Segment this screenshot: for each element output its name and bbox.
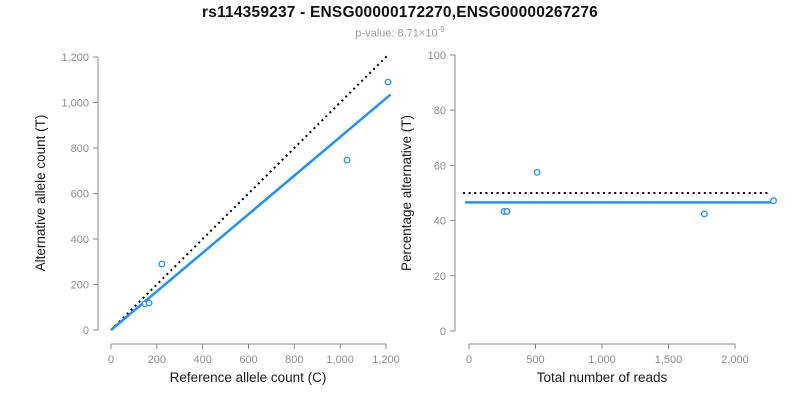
fit-line xyxy=(110,93,392,331)
x-tick-label: 1,000 xyxy=(588,354,616,366)
y-tick-label: 1,200 xyxy=(61,52,89,64)
y-tick-label: 100 xyxy=(428,50,446,62)
x-tick-label: 200 xyxy=(148,354,166,366)
y-tick-label: 1,000 xyxy=(61,98,89,110)
data-point xyxy=(343,156,351,164)
y-tick-label: 600 xyxy=(71,189,89,201)
x-axis-title: Total number of reads xyxy=(537,370,668,385)
identity-line xyxy=(110,53,390,331)
y-tick-label: 20 xyxy=(434,271,446,283)
y-tick-label: 80 xyxy=(434,105,446,117)
x-tick-label: 0 xyxy=(108,354,114,366)
chart-title: rs114359237 - ENSG00000172270,ENSG000002… xyxy=(202,4,598,21)
data-point xyxy=(770,197,778,205)
data-point xyxy=(533,168,541,176)
y-tick-label: 0 xyxy=(83,325,89,337)
x-tick-label: 1,000 xyxy=(326,354,354,366)
pvalue-exponent: -9 xyxy=(437,25,445,34)
y-axis-title: Alternative allele count (T) xyxy=(33,115,48,272)
x-tick-label: 400 xyxy=(193,354,211,366)
y-tick-label: 60 xyxy=(434,160,446,172)
x-tick-label: 500 xyxy=(526,354,544,366)
right-scatter-plot: 0 500 1,000 1,500 2,000 Total number of reads… xyxy=(400,50,778,385)
y-axis-title: Percentage alternative (T) xyxy=(400,115,414,271)
x-tick-label: 1,200 xyxy=(372,354,400,366)
data-point xyxy=(384,78,392,86)
pvalue-subtitle: p-value: 8.71×10-9 xyxy=(0,25,800,40)
x-tick-label: 1,500 xyxy=(655,354,683,366)
x-tick-label: 600 xyxy=(239,354,257,366)
data-point xyxy=(700,210,708,218)
y-tick-label: 200 xyxy=(71,280,89,292)
pvalue-text: p-value: 8.71×10 xyxy=(355,27,438,40)
chart-header: rs114359237 - ENSG00000172270,ENSG000002… xyxy=(0,0,800,40)
x-tick-label: 2,000 xyxy=(721,354,749,366)
data-point xyxy=(503,208,511,215)
x-tick-label: 800 xyxy=(285,354,303,366)
y-tick-label: 0 xyxy=(440,326,446,338)
y-tick-label: 800 xyxy=(71,143,89,155)
left-scatter-plot: 0 200 400 600 800 1,000 1,200 Reference allele … xyxy=(33,52,400,385)
data-point xyxy=(145,299,153,307)
data-point xyxy=(158,260,166,268)
y-tick-label: 40 xyxy=(434,216,446,228)
y-tick-label: 400 xyxy=(71,234,89,246)
x-tick-label: 0 xyxy=(466,354,472,366)
x-axis-title: Reference allele count (C) xyxy=(170,370,327,385)
